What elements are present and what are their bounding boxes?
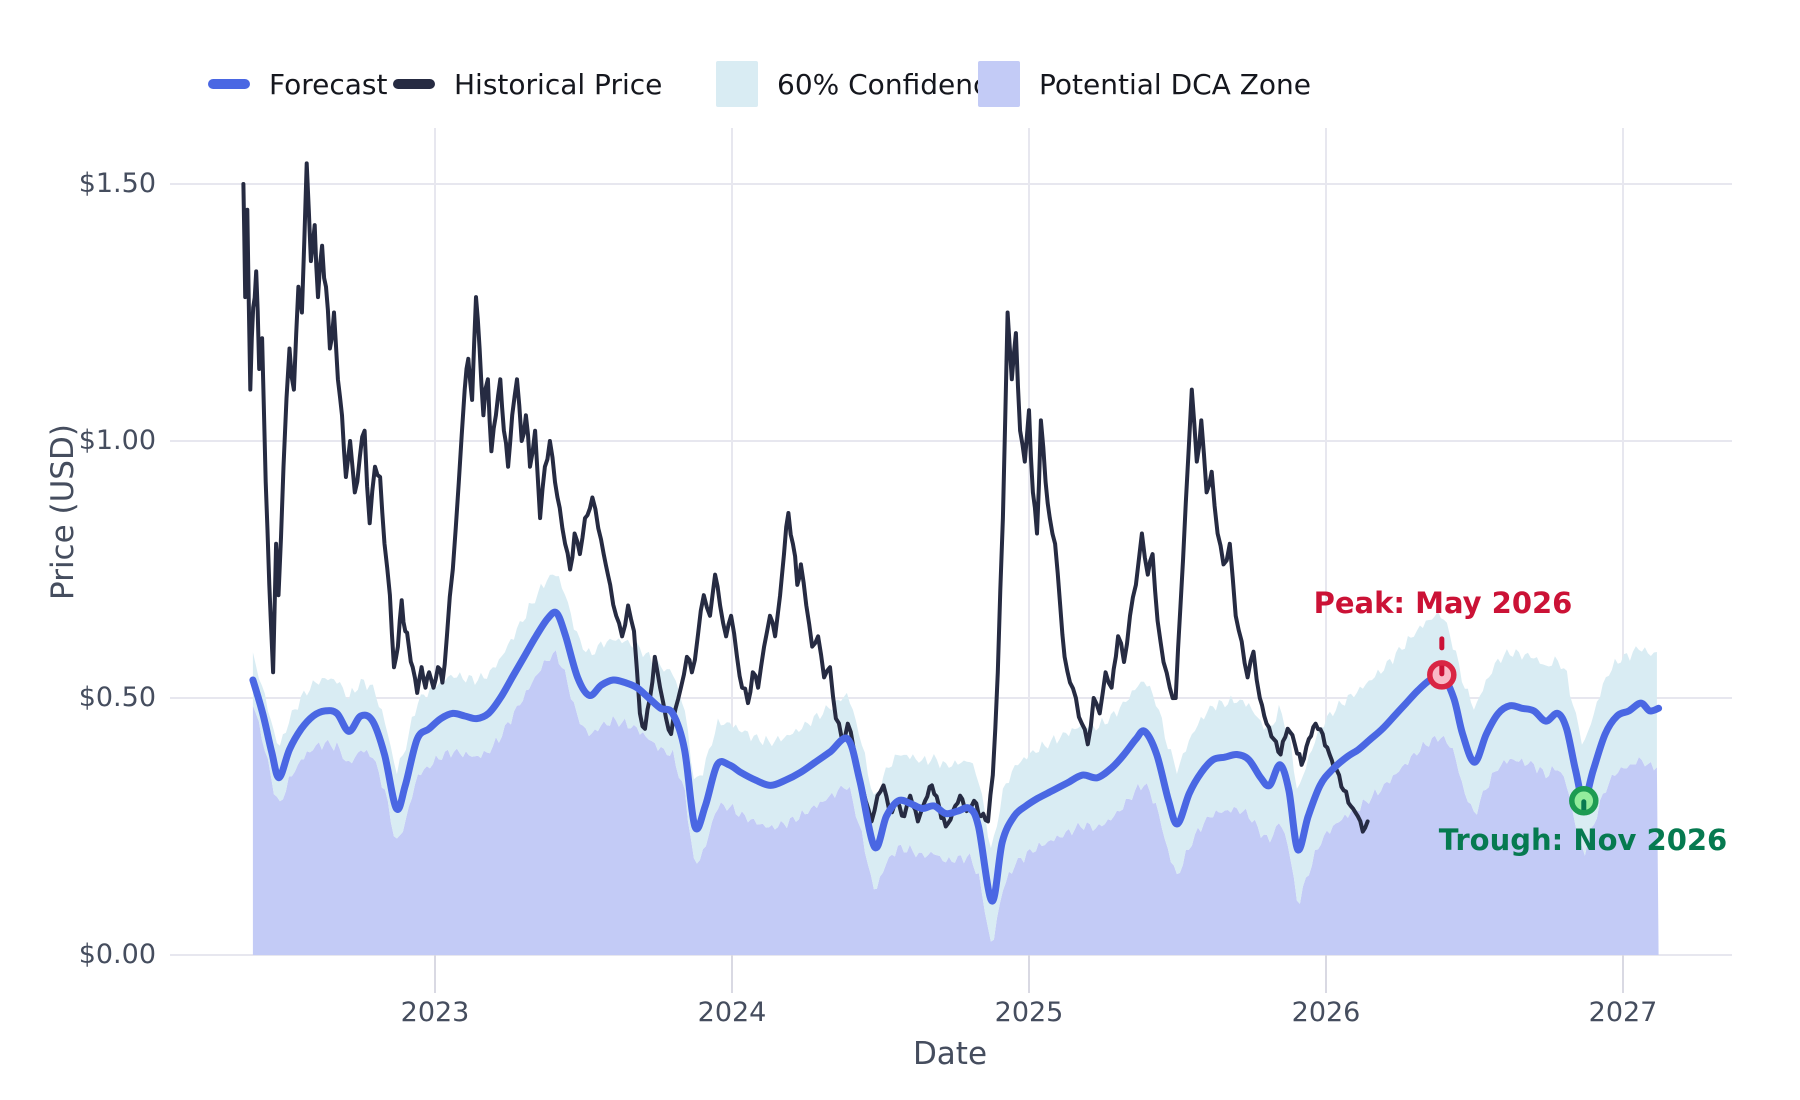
dca-zone-patch-swatch-icon (978, 61, 1020, 107)
y-tick-1-50: $1.50 (78, 168, 156, 199)
x-tick-2026: 2026 (1291, 997, 1361, 1028)
legend-label-forecast: Forecast (269, 67, 388, 101)
x-tick-2025: 2025 (994, 997, 1064, 1028)
forecast-line-swatch-icon (208, 79, 250, 89)
y-axis-title: Price (USD) (45, 424, 81, 600)
peak-annotation: Peak: May 2026 (1313, 586, 1573, 620)
x-tick-2027: 2027 (1588, 997, 1658, 1028)
trough-marker-ring (1569, 786, 1599, 816)
legend-item-forecast: Forecast (208, 58, 387, 110)
legend-item-historical: Historical Price (393, 58, 662, 110)
y-tick-1-00: $1.00 (78, 425, 156, 456)
peak-marker-ring (1427, 660, 1457, 690)
historical-line-swatch-icon (393, 79, 435, 89)
trough-annotation: Trough: Nov 2026 (1438, 823, 1728, 857)
confidence-band-area (252, 574, 1657, 942)
x-tick-2024: 2024 (697, 997, 767, 1028)
legend-label-dca-zone: Potential DCA Zone (1039, 67, 1312, 101)
legend-label-confidence: 60% Confidence (777, 67, 1006, 101)
y-tick-0-50: $0.50 (78, 682, 156, 713)
legend-label-historical: Historical Price (454, 67, 663, 101)
x-tick-2023: 2023 (400, 997, 470, 1028)
x-axis-title: Date (912, 1036, 988, 1072)
legend-item-confidence: 60% Confidence (716, 58, 1006, 110)
dca-zone-area (252, 650, 1659, 955)
y-tick-0-00: $0.00 (78, 939, 156, 970)
legend-item-dca-zone: Potential DCA Zone (978, 58, 1311, 110)
confidence-patch-swatch-icon (716, 61, 758, 107)
historical-price-line (241, 161, 1370, 834)
